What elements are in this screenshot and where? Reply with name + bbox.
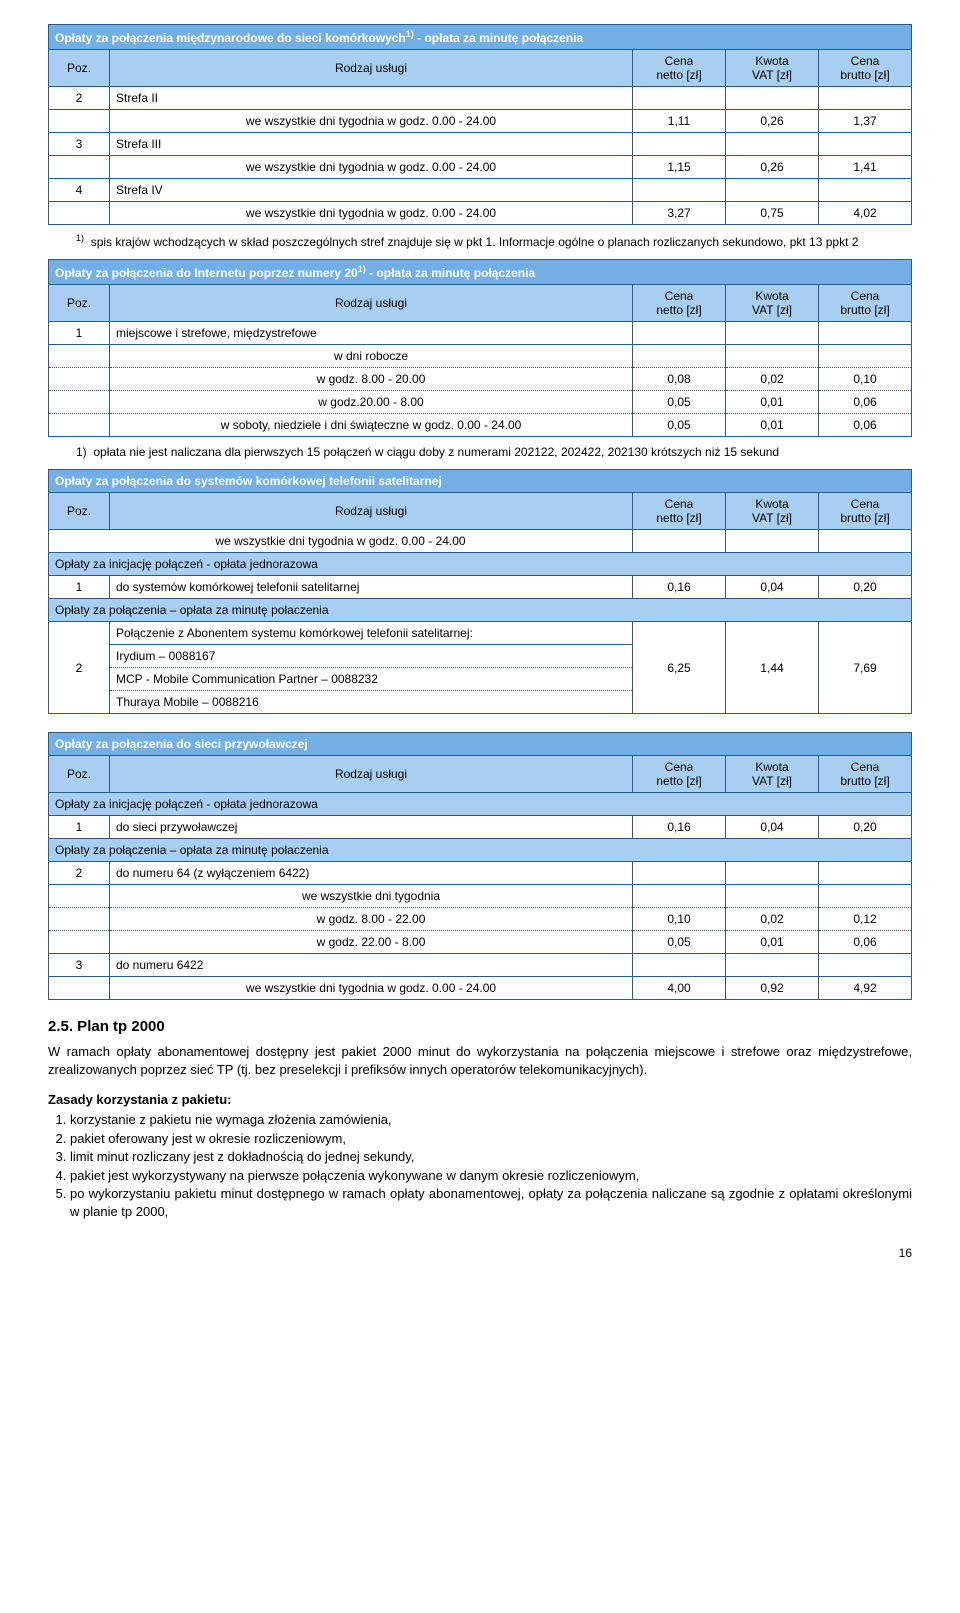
- table-row: we wszystkie dni tygodnia w godz. 0.00 -…: [49, 977, 912, 1000]
- table-row: 1 do systemów komórkowej telefonii satel…: [49, 576, 912, 599]
- table-row: w godz.20.00 - 8.00 0,05 0,01 0,06: [49, 391, 912, 414]
- table-row: we wszystkie dni tygodnia: [49, 885, 912, 908]
- section-heading: 2.5. Plan tp 2000: [48, 1018, 912, 1035]
- table-row: 2 Strefa II: [49, 87, 912, 110]
- t1-title: Opłaty za połączenia międzynarodowe do s…: [49, 25, 912, 50]
- rules-heading: Zasady korzystania z pakietu:: [48, 1092, 912, 1107]
- t2-title: Opłaty za połączenia do Internetu poprze…: [49, 260, 912, 285]
- table-row: w godz. 22.00 - 8.00 0,05 0,01 0,06: [49, 931, 912, 954]
- table-row: 4 Strefa IV: [49, 179, 912, 202]
- t1-footnote: 1) spis krajów wchodzących w skład poszc…: [48, 229, 912, 259]
- sub-header: Opłaty za połączenia – opłata za minutę …: [49, 599, 912, 622]
- table-row: we wszystkie dni tygodnia w godz. 0.00 -…: [49, 110, 912, 133]
- sub-header: Opłaty za inicjację połączeń - opłata je…: [49, 793, 912, 816]
- list-item: korzystanie z pakietu nie wymaga złożeni…: [70, 1111, 912, 1129]
- table-row: 1 do sieci przywoławczej 0,16 0,04 0,20: [49, 816, 912, 839]
- t4-title: Opłaty za połączenia do sieci przywoławc…: [49, 733, 912, 756]
- table-row: 3 do numeru 6422: [49, 954, 912, 977]
- table-row: w soboty, niedziele i dni świąteczne w g…: [49, 414, 912, 437]
- page-number: 16: [48, 1246, 912, 1260]
- table-international-mobile: Opłaty za połączenia międzynarodowe do s…: [48, 24, 912, 225]
- table-row: we wszystkie dni tygodnia w godz. 0.00 -…: [49, 202, 912, 225]
- table-row: 2 do numeru 64 (z wyłączeniem 6422): [49, 862, 912, 885]
- col-vat: KwotaVAT [zł]: [726, 50, 819, 87]
- col-poz: Poz.: [49, 50, 110, 87]
- section-paragraph: W ramach opłaty abonamentowej dostępny j…: [48, 1043, 912, 1078]
- t2-footnote: 1) opłata nie jest naliczana dla pierwsz…: [48, 441, 912, 469]
- list-item: po wykorzystaniu pakietu minut dostępneg…: [70, 1185, 912, 1220]
- sub-header: Opłaty za połączenia – opłata za minutę …: [49, 839, 912, 862]
- col-name: Rodzaj usługi: [110, 50, 633, 87]
- table-row: 3 Strefa III: [49, 133, 912, 156]
- col-brutto: Cenabrutto [zł]: [819, 50, 912, 87]
- table-row: we wszystkie dni tygodnia w godz. 0.00 -…: [49, 530, 912, 553]
- sub-header: Opłaty za inicjację połączeń - opłata je…: [49, 553, 912, 576]
- list-item: limit minut rozliczany jest z dokładnośc…: [70, 1148, 912, 1166]
- table-satellite: Opłaty za połączenia do systemów komórko…: [48, 469, 912, 714]
- table-internet-20: Opłaty za połączenia do Internetu poprze…: [48, 259, 912, 437]
- col-netto: Cenanetto [zł]: [633, 50, 726, 87]
- table-row: we wszystkie dni tygodnia w godz. 0.00 -…: [49, 156, 912, 179]
- t3-title: Opłaty za połączenia do systemów komórko…: [49, 470, 912, 493]
- list-item: pakiet oferowany jest w okresie rozlicze…: [70, 1130, 912, 1148]
- table-row: 1 miejscowe i strefowe, międzystrefowe: [49, 322, 912, 345]
- table-row: 2 Połączenie z Abonentem systemu komórko…: [49, 622, 912, 645]
- list-item: pakiet jest wykorzystywany na pierwsze p…: [70, 1167, 912, 1185]
- table-paging-network: Opłaty za połączenia do sieci przywoławc…: [48, 732, 912, 1000]
- table-row: w dni robocze: [49, 345, 912, 368]
- table-row: w godz. 8.00 - 20.00 0,08 0,02 0,10: [49, 368, 912, 391]
- rules-list: korzystanie z pakietu nie wymaga złożeni…: [48, 1111, 912, 1220]
- table-row: w godz. 8.00 - 22.00 0,10 0,02 0,12: [49, 908, 912, 931]
